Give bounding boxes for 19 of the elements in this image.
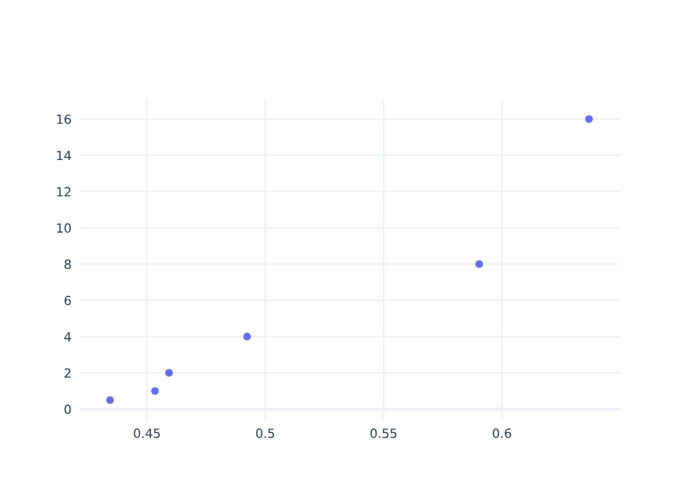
point <box>151 387 159 395</box>
x-tick-label: 0.45 <box>134 428 160 438</box>
x-tick-label: 0.5 <box>256 428 274 438</box>
point <box>165 369 173 377</box>
y-tick-label: 0 <box>64 404 71 414</box>
y-tick-label: 8 <box>64 260 71 270</box>
x-tick-label: 0.55 <box>370 428 396 438</box>
y-tick-label: 12 <box>57 187 70 196</box>
point <box>106 396 114 404</box>
y-tick-label: 16 <box>57 114 71 124</box>
point <box>475 260 484 268</box>
y-tick-label: 4 <box>64 332 71 342</box>
y-tick-label: 6 <box>64 296 71 306</box>
y-tick-label: 14 <box>57 150 71 160</box>
point <box>243 332 251 340</box>
point <box>585 115 593 123</box>
y-tick-label: 2 <box>64 368 70 378</box>
y-tick-label: 10 <box>57 223 71 233</box>
x-tick-label: 0.6 <box>492 428 512 438</box>
